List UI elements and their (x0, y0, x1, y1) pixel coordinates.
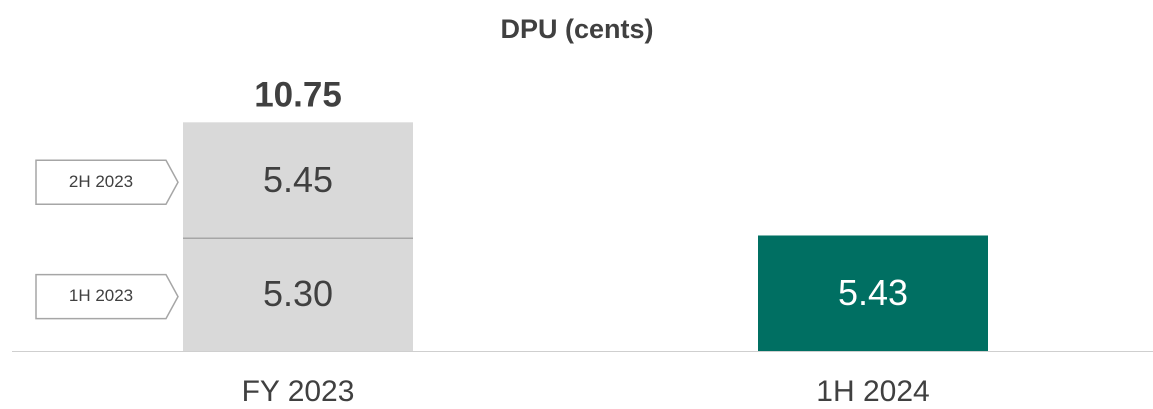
x-tick-label: 1H 2024 (816, 375, 929, 408)
value-label: 5.43 (838, 272, 908, 313)
legend-label: 1H 2023 (69, 286, 133, 305)
total-label: 10.75 (254, 76, 342, 115)
x-tick-label: FY 2023 (242, 375, 355, 408)
legend-label: 2H 2023 (69, 172, 133, 191)
value-label: 5.45 (263, 159, 333, 200)
bar-segment (758, 235, 988, 351)
value-label: 5.30 (263, 273, 333, 314)
series-callout (35, 159, 179, 206)
bar-segment (183, 122, 413, 239)
bar-segment (183, 238, 413, 351)
chart-title: DPU (cents) (500, 14, 653, 44)
series-callout (35, 273, 179, 320)
